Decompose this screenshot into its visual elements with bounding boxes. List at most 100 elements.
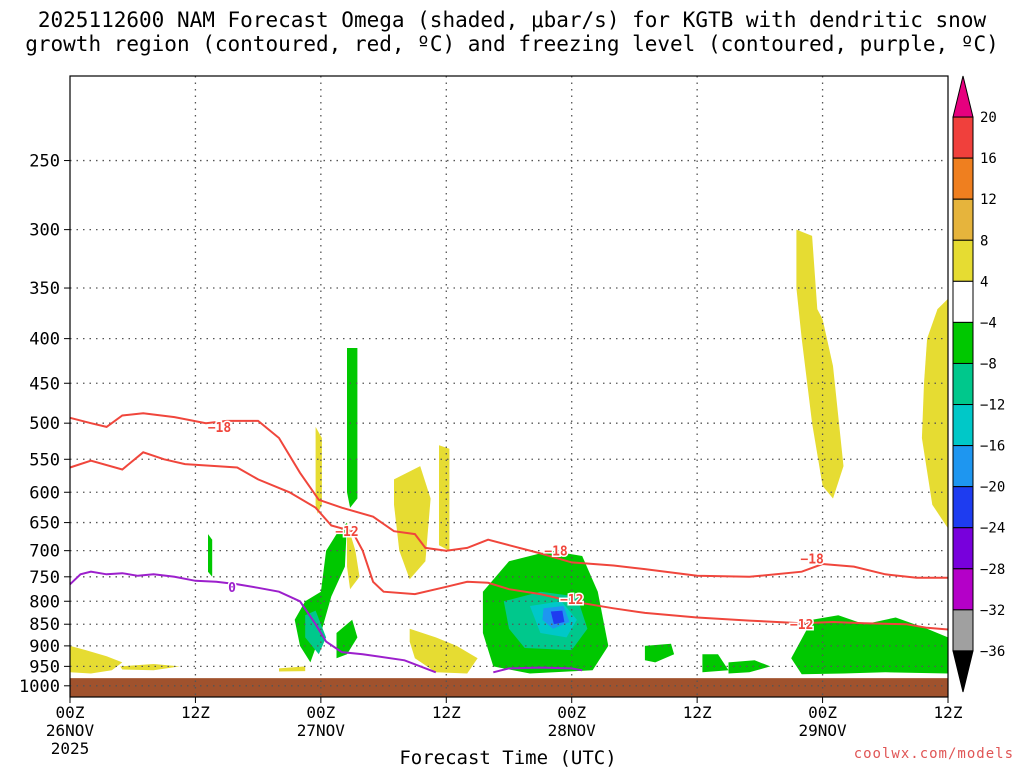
colorbar-box xyxy=(952,198,974,241)
y-tick-label: 450 xyxy=(29,374,60,394)
freezing-level-line xyxy=(493,666,583,674)
x-tick-label: 12Z xyxy=(683,703,712,722)
x-tick-label: 28NOV xyxy=(548,721,597,740)
colorbar-box xyxy=(952,157,974,200)
colorbar-label: 4 xyxy=(980,274,988,290)
colorbar-label: −20 xyxy=(980,480,1005,496)
chart-title: 2025112600 NAM Forecast Omega (shaded, μ… xyxy=(0,8,1024,56)
contour-label: −12 xyxy=(335,525,358,540)
colorbar-box xyxy=(952,321,974,364)
x-tick-label: 26NOV xyxy=(46,721,95,740)
colorbar-box xyxy=(952,116,974,159)
plot-frame xyxy=(69,75,949,698)
isotherm-line xyxy=(69,451,949,631)
x-tick-label: 12Z xyxy=(181,703,210,722)
x-tick-label: 00Z xyxy=(557,703,586,722)
x-tick-label: 00Z xyxy=(56,703,85,722)
omega-region xyxy=(336,619,358,659)
omega-region xyxy=(394,466,431,580)
colorbar-box xyxy=(952,486,974,529)
contour-label: −18 xyxy=(208,421,232,436)
x-tick-label: 2025 xyxy=(51,739,90,758)
colorbar-box xyxy=(952,280,974,323)
colorbar-box xyxy=(952,404,974,447)
colorbar-label: −12 xyxy=(980,398,1005,414)
colorbar-box xyxy=(952,362,974,406)
x-tick-label: 29NOV xyxy=(798,721,847,740)
y-tick-label: 400 xyxy=(29,330,60,350)
omega-shading-layer xyxy=(70,229,948,675)
colorbar-label: −32 xyxy=(980,603,1005,619)
y-tick-label: 300 xyxy=(29,221,60,241)
chart-title-line-1: 2025112600 NAM Forecast Omega (shaded, μ… xyxy=(37,8,987,32)
chart-title-line-2: growth region (contoured, red, ºC) and f… xyxy=(25,32,999,56)
x-tick-label: 00Z xyxy=(808,703,837,722)
omega-region xyxy=(120,664,180,671)
contour-label: −18 xyxy=(800,553,824,568)
x-tick-label: 27NOV xyxy=(297,721,346,740)
x-tick-label: 12Z xyxy=(432,703,461,722)
colorbar-label: −28 xyxy=(980,562,1005,578)
omega-region xyxy=(409,628,478,674)
y-tick-label: 600 xyxy=(29,483,60,503)
contour-label: −12 xyxy=(560,593,583,608)
y-tick-label: 350 xyxy=(29,279,60,299)
colorbar-label: 12 xyxy=(980,192,997,208)
freezing-level-line xyxy=(69,570,437,674)
colorbar-label: −8 xyxy=(980,356,997,372)
plot-border xyxy=(69,75,949,698)
contour-label: −12 xyxy=(790,618,813,633)
colorbar-bottom-arrow xyxy=(952,650,974,693)
omega-region xyxy=(347,522,360,590)
colorbar-label: 20 xyxy=(980,110,997,126)
omega-region xyxy=(279,666,306,672)
colorbar: 20 16 12 8 4 −4 −8 −12 −16 −20 −24 −28 −32 −36 xyxy=(952,75,1005,693)
contour-label: −18 xyxy=(544,545,568,560)
colorbar-label: −16 xyxy=(980,439,1005,455)
colorbar-label: −4 xyxy=(980,315,997,331)
colorbar-box xyxy=(952,609,974,652)
x-tick-label: 00Z xyxy=(306,703,335,722)
y-tick-label: 950 xyxy=(29,657,60,677)
omega-region xyxy=(791,615,948,675)
colorbar-label: −24 xyxy=(980,521,1005,537)
colorbar-box xyxy=(952,239,974,282)
y-tick-label: 550 xyxy=(29,450,60,470)
colorbar-top-arrow xyxy=(952,75,974,118)
omega-region xyxy=(550,610,565,625)
y-tick-label: 1000 xyxy=(19,677,60,697)
x-axis-label: Forecast Time (UTC) xyxy=(399,747,616,768)
colorbar-box xyxy=(952,568,974,611)
omega-region xyxy=(796,229,844,499)
y-tick-label: 650 xyxy=(29,514,60,534)
isotherm-line xyxy=(69,412,948,579)
colorbar-label: 16 xyxy=(980,151,997,167)
axes: 2503003504004505005506006507007508008509… xyxy=(19,152,963,758)
y-tick-label: 700 xyxy=(29,542,60,562)
contour-label: 0 xyxy=(228,581,236,596)
omega-region xyxy=(347,348,358,508)
y-tick-label: 250 xyxy=(29,152,60,172)
x-tick-label: 12Z xyxy=(934,703,963,722)
omega-region xyxy=(70,645,123,674)
y-tick-label: 800 xyxy=(29,592,60,612)
colorbar-box xyxy=(952,445,974,488)
site-credit: coolwx.com/models xyxy=(853,746,1014,762)
y-tick-label: 750 xyxy=(29,568,60,588)
omega-region xyxy=(439,445,450,551)
y-tick-label: 900 xyxy=(29,637,60,657)
y-tick-label: 850 xyxy=(29,615,60,635)
omega-region xyxy=(208,534,213,577)
colorbar-box xyxy=(952,527,974,570)
y-tick-label: 500 xyxy=(29,414,60,434)
ground-below-surface xyxy=(70,678,948,697)
contour-lines: −18 −18 −18 −12 −12 −12 0 xyxy=(69,412,949,674)
omega-region xyxy=(702,654,729,673)
omega-region xyxy=(921,298,948,529)
colorbar-label: −36 xyxy=(980,644,1005,660)
omega-region xyxy=(728,660,771,674)
omega-region xyxy=(305,610,327,655)
omega-region xyxy=(644,643,675,663)
colorbar-label: 8 xyxy=(980,233,988,249)
